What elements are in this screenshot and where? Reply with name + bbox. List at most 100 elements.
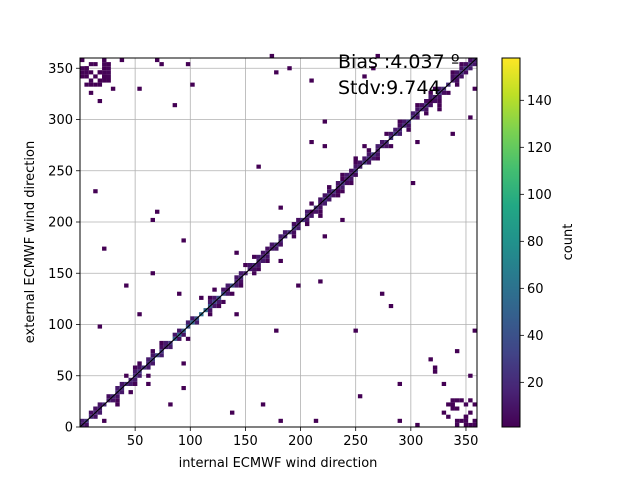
heatmap-bin bbox=[388, 144, 394, 149]
heatmap-bin bbox=[327, 185, 332, 190]
colorbar-tick-label: 120 bbox=[527, 141, 552, 156]
colorbar-frame bbox=[501, 57, 521, 428]
heatmap-bin bbox=[93, 414, 98, 419]
heatmap-bin bbox=[119, 58, 125, 63]
heatmap-bin bbox=[415, 115, 420, 120]
heatmap-bin bbox=[340, 176, 345, 181]
heatmap-bin bbox=[278, 258, 283, 263]
heatmap-bin bbox=[357, 160, 363, 165]
heatmap-bin bbox=[468, 398, 473, 403]
heatmap-bin bbox=[119, 390, 125, 395]
axes-frame bbox=[79, 57, 478, 428]
heatmap-bin bbox=[106, 74, 111, 79]
heatmap-bin bbox=[437, 94, 442, 99]
heatmap-bin bbox=[437, 107, 442, 112]
heatmap-bin bbox=[97, 82, 103, 87]
heatmap-bin bbox=[397, 119, 403, 124]
heatmap-bin bbox=[102, 70, 107, 75]
heatmap-bin bbox=[304, 217, 310, 222]
heatmap-bin bbox=[463, 422, 469, 427]
heatmap-bin bbox=[459, 74, 464, 79]
heatmap-bin bbox=[137, 312, 142, 317]
heatmap-bin bbox=[459, 62, 464, 67]
colorbar-tick-label: 40 bbox=[527, 329, 544, 344]
heatmap-bin bbox=[115, 386, 120, 391]
heatmap-bin bbox=[93, 82, 98, 87]
y-tick-label: 100 bbox=[48, 318, 73, 333]
y-tick-label: 300 bbox=[48, 113, 73, 128]
heatmap-bin bbox=[454, 418, 460, 423]
heatmap-bin bbox=[212, 304, 217, 309]
heatmap-bin bbox=[80, 70, 85, 75]
colorbar-tick-label: 100 bbox=[527, 188, 552, 203]
heatmap-bin bbox=[106, 66, 111, 71]
heatmap-bin bbox=[159, 340, 164, 345]
heatmap-bin bbox=[243, 263, 248, 268]
heatmap-bin bbox=[432, 365, 438, 370]
heatmap-bin bbox=[278, 205, 283, 210]
x-tick-label: 200 bbox=[288, 434, 313, 449]
heatmap-bin bbox=[304, 209, 310, 214]
heatmap-bin bbox=[207, 308, 213, 313]
heatmap-bin bbox=[318, 279, 323, 284]
heatmap-bin bbox=[181, 386, 186, 391]
x-tick-label: 300 bbox=[398, 434, 423, 449]
heatmap-bin bbox=[366, 148, 372, 153]
y-tick-label: 350 bbox=[48, 62, 73, 77]
heatmap-bin bbox=[278, 234, 283, 239]
heatmap-bin bbox=[472, 328, 477, 333]
heatmap-bin bbox=[190, 82, 195, 87]
heatmap-bin bbox=[124, 373, 129, 378]
heatmap-bin bbox=[454, 349, 460, 354]
heatmap-bin bbox=[463, 70, 469, 75]
heatmap-bin bbox=[454, 398, 460, 403]
heatmap-bin bbox=[115, 394, 120, 399]
heatmap-bin bbox=[402, 119, 407, 124]
plot-area: 50 100 150 200 250 300 350 0 50 100 150 200 250 300 3… bbox=[48, 53, 478, 449]
heatmap-bin bbox=[146, 357, 151, 362]
heatmap-bin bbox=[362, 156, 367, 161]
heatmap-bin bbox=[441, 381, 447, 386]
heatmap-bin bbox=[102, 58, 107, 63]
heatmap-bin bbox=[274, 328, 279, 333]
y-axis-label: external ECMWF wind direction bbox=[23, 141, 38, 343]
heatmap-bin bbox=[468, 422, 473, 427]
heatmap-bin bbox=[468, 58, 473, 63]
heatmap-bin bbox=[110, 86, 116, 91]
heatmap-bin bbox=[274, 70, 279, 75]
heatmap-bin bbox=[424, 107, 429, 112]
heatmap-bin bbox=[437, 99, 442, 104]
colorbar-label: count bbox=[561, 224, 576, 261]
heatmap-bin bbox=[84, 70, 89, 75]
colorbar-tick-label: 80 bbox=[527, 235, 544, 250]
heatmap-bin bbox=[265, 254, 270, 259]
heatmap-bin bbox=[450, 131, 455, 136]
heatmap-bin bbox=[102, 66, 107, 71]
heatmap-bin bbox=[353, 156, 358, 161]
heatmap-bin bbox=[415, 422, 420, 427]
heatmap-bin bbox=[93, 406, 98, 411]
heatmap-bin bbox=[291, 222, 297, 227]
heatmap-bin bbox=[185, 336, 191, 341]
heatmap-bin bbox=[260, 250, 266, 255]
heatmap-bin bbox=[415, 103, 420, 108]
heatmap-bin bbox=[102, 62, 107, 67]
heatmap-bin bbox=[459, 398, 464, 403]
heatmap-bin bbox=[379, 291, 385, 296]
heatmap-bin bbox=[278, 242, 283, 247]
heatmap-bin bbox=[252, 254, 257, 259]
heatmap-bin bbox=[115, 402, 120, 407]
heatmap-bin bbox=[212, 287, 217, 292]
heatmap-bin bbox=[168, 402, 173, 407]
heatmap-bin bbox=[375, 53, 380, 58]
heatmap-bin bbox=[432, 86, 438, 91]
heatmap-bin bbox=[97, 410, 103, 415]
heatmap-bin bbox=[432, 99, 438, 104]
heatmap-bin bbox=[88, 90, 94, 95]
heatmap-bin bbox=[221, 287, 226, 292]
stdv-annotation: Stdv:9.744 bbox=[338, 77, 441, 99]
heatmap-bin bbox=[415, 107, 420, 112]
heatmap-bin bbox=[185, 320, 191, 325]
heatmap-bin bbox=[97, 78, 103, 83]
